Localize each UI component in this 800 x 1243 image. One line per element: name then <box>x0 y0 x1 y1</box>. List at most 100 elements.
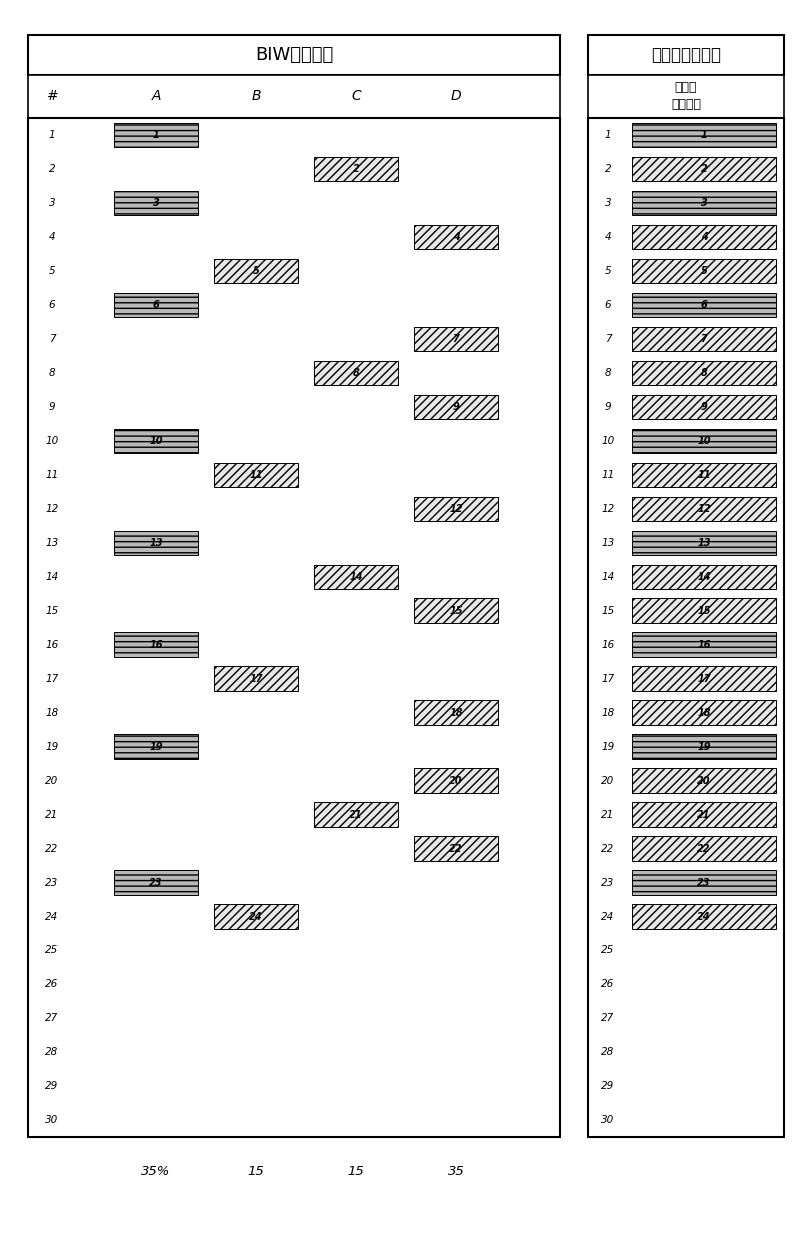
Text: 21: 21 <box>350 809 362 819</box>
Bar <box>414 394 498 419</box>
Text: 8: 8 <box>605 368 611 378</box>
Text: 28: 28 <box>602 1048 614 1058</box>
Bar <box>214 462 298 487</box>
Text: 25: 25 <box>46 946 58 956</box>
Bar <box>588 75 784 118</box>
Text: 17: 17 <box>602 674 614 684</box>
Bar <box>414 837 498 861</box>
Text: 9: 9 <box>453 401 459 411</box>
Bar <box>28 35 560 75</box>
Bar <box>632 802 776 827</box>
Bar <box>314 802 398 827</box>
Text: 9: 9 <box>701 401 707 411</box>
Text: 18: 18 <box>46 707 58 717</box>
Text: 28: 28 <box>46 1048 58 1058</box>
Bar <box>414 598 498 623</box>
Text: C: C <box>351 89 361 103</box>
Text: 15: 15 <box>46 605 58 615</box>
Text: 10: 10 <box>150 436 162 446</box>
Bar <box>632 157 776 181</box>
Bar <box>632 292 776 317</box>
Text: 7: 7 <box>701 334 707 344</box>
Bar <box>632 768 776 793</box>
Bar <box>632 735 776 759</box>
Bar <box>314 564 398 589</box>
Text: 6: 6 <box>605 300 611 310</box>
Text: 11: 11 <box>250 470 262 480</box>
Text: 2: 2 <box>605 164 611 174</box>
Bar <box>632 462 776 487</box>
Bar <box>114 429 198 454</box>
Text: 8: 8 <box>49 368 55 378</box>
Text: 4: 4 <box>453 232 459 242</box>
Text: 3: 3 <box>701 198 707 208</box>
Text: 1: 1 <box>153 131 159 140</box>
Text: 21: 21 <box>602 809 614 819</box>
Text: 19: 19 <box>150 742 162 752</box>
Text: BIW随机混合: BIW随机混合 <box>255 46 333 63</box>
Text: 15: 15 <box>348 1165 364 1177</box>
Bar <box>314 360 398 385</box>
Text: 22: 22 <box>450 844 462 854</box>
Text: 19: 19 <box>602 742 614 752</box>
Text: 24: 24 <box>698 911 710 921</box>
Bar <box>632 190 776 215</box>
Text: 18: 18 <box>602 707 614 717</box>
Text: 9: 9 <box>49 401 55 411</box>
Text: 20: 20 <box>46 776 58 786</box>
Text: 16: 16 <box>698 640 710 650</box>
Text: 11: 11 <box>46 470 58 480</box>
Text: 14: 14 <box>350 572 362 582</box>
Bar <box>632 598 776 623</box>
Text: 26: 26 <box>46 979 58 989</box>
Bar <box>632 327 776 352</box>
Bar <box>632 259 776 283</box>
Text: 6: 6 <box>49 300 55 310</box>
Text: 5: 5 <box>49 266 55 276</box>
Text: 27: 27 <box>602 1013 614 1023</box>
Text: 22: 22 <box>46 844 58 854</box>
Text: #: # <box>46 89 58 103</box>
Bar <box>632 564 776 589</box>
Text: 4: 4 <box>605 232 611 242</box>
Text: 21: 21 <box>698 809 710 819</box>
Text: 7: 7 <box>49 334 55 344</box>
Bar <box>114 123 198 148</box>
Text: 23: 23 <box>46 878 58 888</box>
Text: 1: 1 <box>605 131 611 140</box>
Text: 18: 18 <box>450 707 462 717</box>
Text: 27: 27 <box>46 1013 58 1023</box>
Text: 23: 23 <box>602 878 614 888</box>
Bar <box>114 870 198 895</box>
Text: 混合以
进行噴涂: 混合以 进行噴涂 <box>671 81 701 112</box>
Text: 7: 7 <box>605 334 611 344</box>
Text: 14: 14 <box>46 572 58 582</box>
Text: 8: 8 <box>353 368 359 378</box>
Text: 10: 10 <box>602 436 614 446</box>
Text: 12: 12 <box>698 503 710 513</box>
Bar <box>632 123 776 148</box>
Bar <box>214 666 298 691</box>
Text: D: D <box>450 89 462 103</box>
Text: 17: 17 <box>46 674 58 684</box>
Text: 15: 15 <box>698 605 710 615</box>
Text: 混合以进行噴涂: 混合以进行噴涂 <box>651 46 721 63</box>
Text: 4: 4 <box>49 232 55 242</box>
Bar <box>632 700 776 725</box>
Text: 20: 20 <box>698 776 710 786</box>
Text: 16: 16 <box>602 640 614 650</box>
Bar <box>632 429 776 454</box>
Text: 23: 23 <box>698 878 710 888</box>
Bar <box>632 531 776 556</box>
Text: 25: 25 <box>602 946 614 956</box>
Text: 18: 18 <box>698 707 710 717</box>
Bar <box>588 35 784 75</box>
Bar <box>588 118 784 1137</box>
Text: 35%: 35% <box>142 1165 170 1177</box>
Bar <box>414 700 498 725</box>
Text: 5: 5 <box>701 266 707 276</box>
Text: 30: 30 <box>46 1115 58 1125</box>
Text: 15: 15 <box>602 605 614 615</box>
Bar <box>632 904 776 929</box>
Text: 24: 24 <box>250 911 262 921</box>
